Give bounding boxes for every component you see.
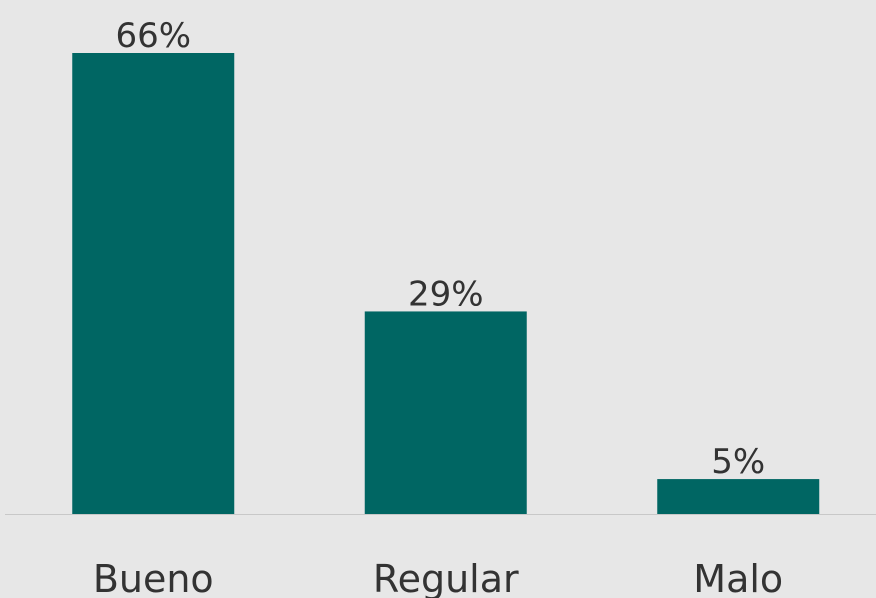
- bar: [657, 479, 820, 514]
- x-tick-label: Malo: [693, 557, 783, 598]
- data-label: 5%: [711, 442, 765, 482]
- x-tick-label: Regular: [373, 557, 519, 598]
- bar: [72, 53, 235, 514]
- bar: [364, 311, 527, 514]
- data-label: 66%: [115, 16, 191, 56]
- x-tick-label: Bueno: [93, 557, 214, 598]
- data-label: 29%: [408, 274, 484, 314]
